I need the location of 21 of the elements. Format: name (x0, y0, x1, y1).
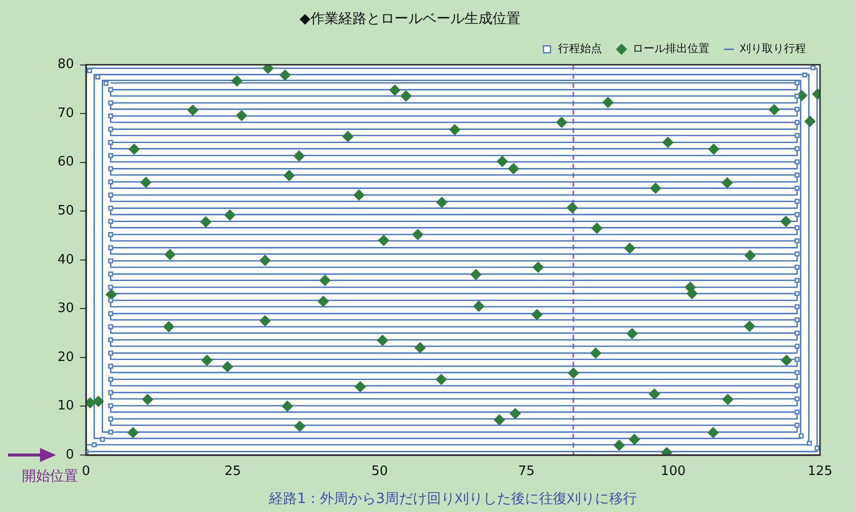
y-tick-label: 10 (57, 398, 74, 414)
x-tick-label: 0 (82, 464, 90, 480)
x-tick-label: 75 (518, 464, 535, 480)
annotation: 開始位置 (22, 468, 78, 485)
y-tick-label: 30 (57, 301, 74, 316)
legend-label: 刈り取り行程 (739, 42, 806, 56)
x-axis-title: 経路1：外周から3周だけ回り刈りした後に往復刈りに移行 (268, 491, 637, 508)
y-tick-label: 70 (57, 106, 74, 121)
legend-label: 行程始点 (558, 42, 602, 56)
y-tick-label: 50 (57, 204, 74, 218)
legend-label: ロール排出位置 (632, 42, 710, 56)
chart-title: ◆作業経路とロールベール生成位置 (300, 11, 520, 28)
y-tick-label: 80 (57, 57, 74, 72)
y-tick-label: 60 (57, 154, 74, 170)
y-tick-label: 20 (57, 350, 74, 365)
x-tick-label: 100 (660, 464, 686, 480)
x-tick-label: 25 (224, 464, 242, 480)
y-tick-label: 0 (66, 447, 74, 462)
x-tick-label: 125 (808, 464, 832, 480)
y-tick-label: 40 (57, 252, 74, 268)
x-tick-label: 50 (371, 464, 388, 480)
